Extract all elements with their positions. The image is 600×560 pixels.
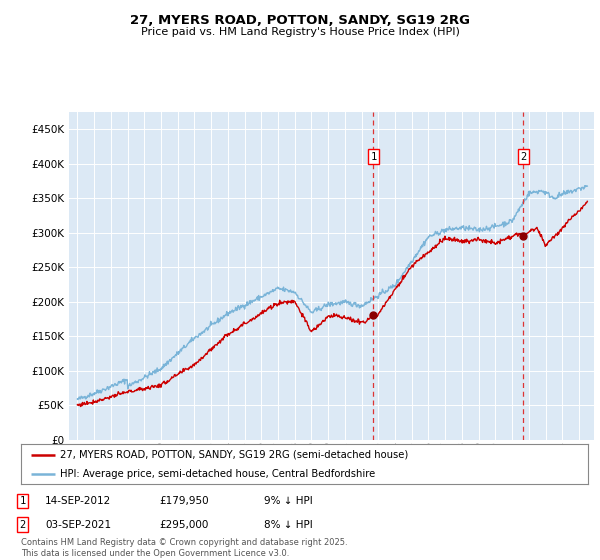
Text: 14-SEP-2012: 14-SEP-2012 xyxy=(45,496,111,506)
Text: 1: 1 xyxy=(20,496,26,506)
Text: Price paid vs. HM Land Registry's House Price Index (HPI): Price paid vs. HM Land Registry's House … xyxy=(140,27,460,37)
Text: 03-SEP-2021: 03-SEP-2021 xyxy=(45,520,111,530)
Text: £295,000: £295,000 xyxy=(159,520,208,530)
Text: 27, MYERS ROAD, POTTON, SANDY, SG19 2RG (semi-detached house): 27, MYERS ROAD, POTTON, SANDY, SG19 2RG … xyxy=(59,450,408,460)
Text: 8% ↓ HPI: 8% ↓ HPI xyxy=(264,520,313,530)
Text: 2: 2 xyxy=(520,152,526,162)
Text: Contains HM Land Registry data © Crown copyright and database right 2025.
This d: Contains HM Land Registry data © Crown c… xyxy=(21,538,347,558)
Text: HPI: Average price, semi-detached house, Central Bedfordshire: HPI: Average price, semi-detached house,… xyxy=(59,469,375,479)
Text: 1: 1 xyxy=(370,152,377,162)
Text: 27, MYERS ROAD, POTTON, SANDY, SG19 2RG: 27, MYERS ROAD, POTTON, SANDY, SG19 2RG xyxy=(130,14,470,27)
Text: £179,950: £179,950 xyxy=(159,496,209,506)
Text: 9% ↓ HPI: 9% ↓ HPI xyxy=(264,496,313,506)
Text: 2: 2 xyxy=(20,520,26,530)
